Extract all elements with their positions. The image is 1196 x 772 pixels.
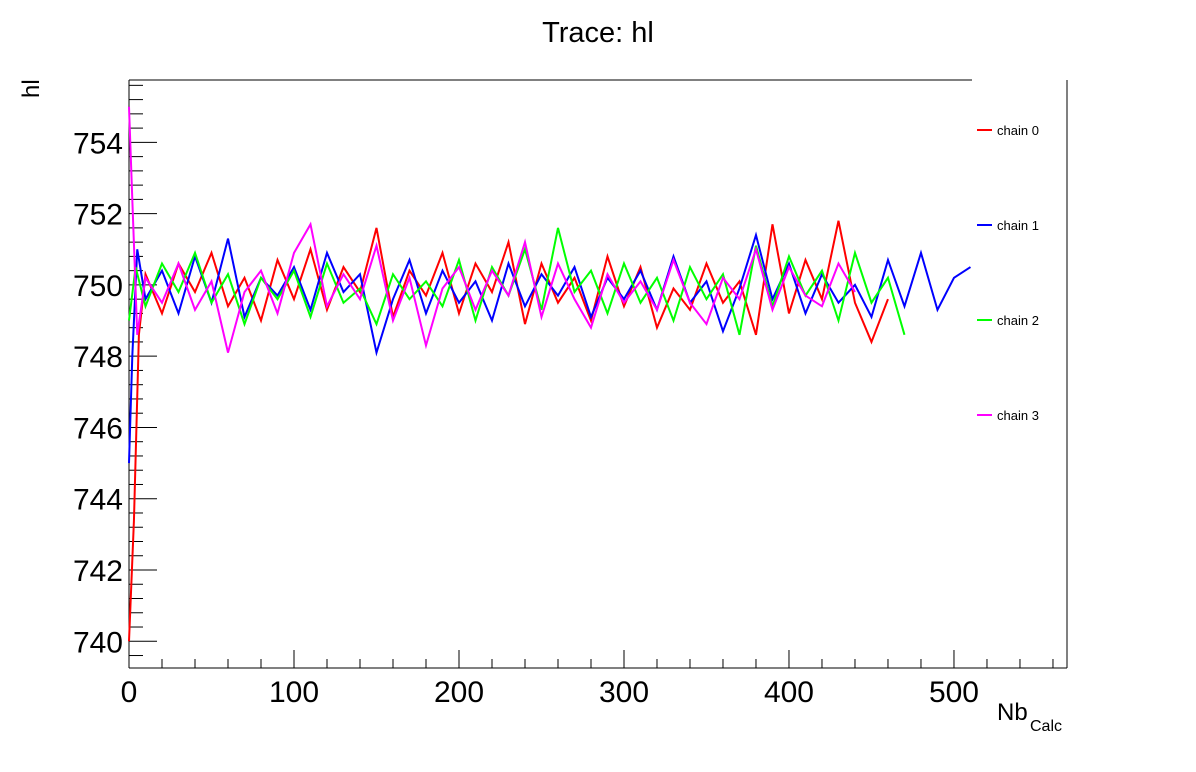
x-tick-label: 100 <box>269 676 319 709</box>
y-tick-label: 752 <box>73 199 123 232</box>
y-tick-label: 742 <box>73 555 123 588</box>
legend-label: chain 1 <box>997 218 1039 233</box>
trace-line <box>128 220 889 642</box>
x-tick-label: 500 <box>929 676 979 709</box>
legend-label: chain 0 <box>997 123 1039 138</box>
legend-label: chain 2 <box>997 313 1039 328</box>
x-axis-label-sub: Calc <box>1030 718 1062 735</box>
y-tick-label: 746 <box>73 412 123 445</box>
y-tick-label: 748 <box>73 341 123 374</box>
y-tick-label: 750 <box>73 270 123 303</box>
y-tick-label: 740 <box>73 626 123 659</box>
x-tick-label: 200 <box>434 676 484 709</box>
y-tick-label: 744 <box>73 484 123 517</box>
legend-label: chain 3 <box>997 408 1039 423</box>
y-tick-label: 754 <box>73 127 123 160</box>
trace-line <box>128 106 856 353</box>
x-tick-label: 400 <box>764 676 814 709</box>
chart-title: Trace: hl <box>542 17 654 49</box>
x-tick-label: 0 <box>121 676 138 709</box>
y-axis-label: hl <box>18 79 45 98</box>
x-tick-label: 300 <box>599 676 649 709</box>
x-axis-label: Nb <box>997 699 1028 726</box>
